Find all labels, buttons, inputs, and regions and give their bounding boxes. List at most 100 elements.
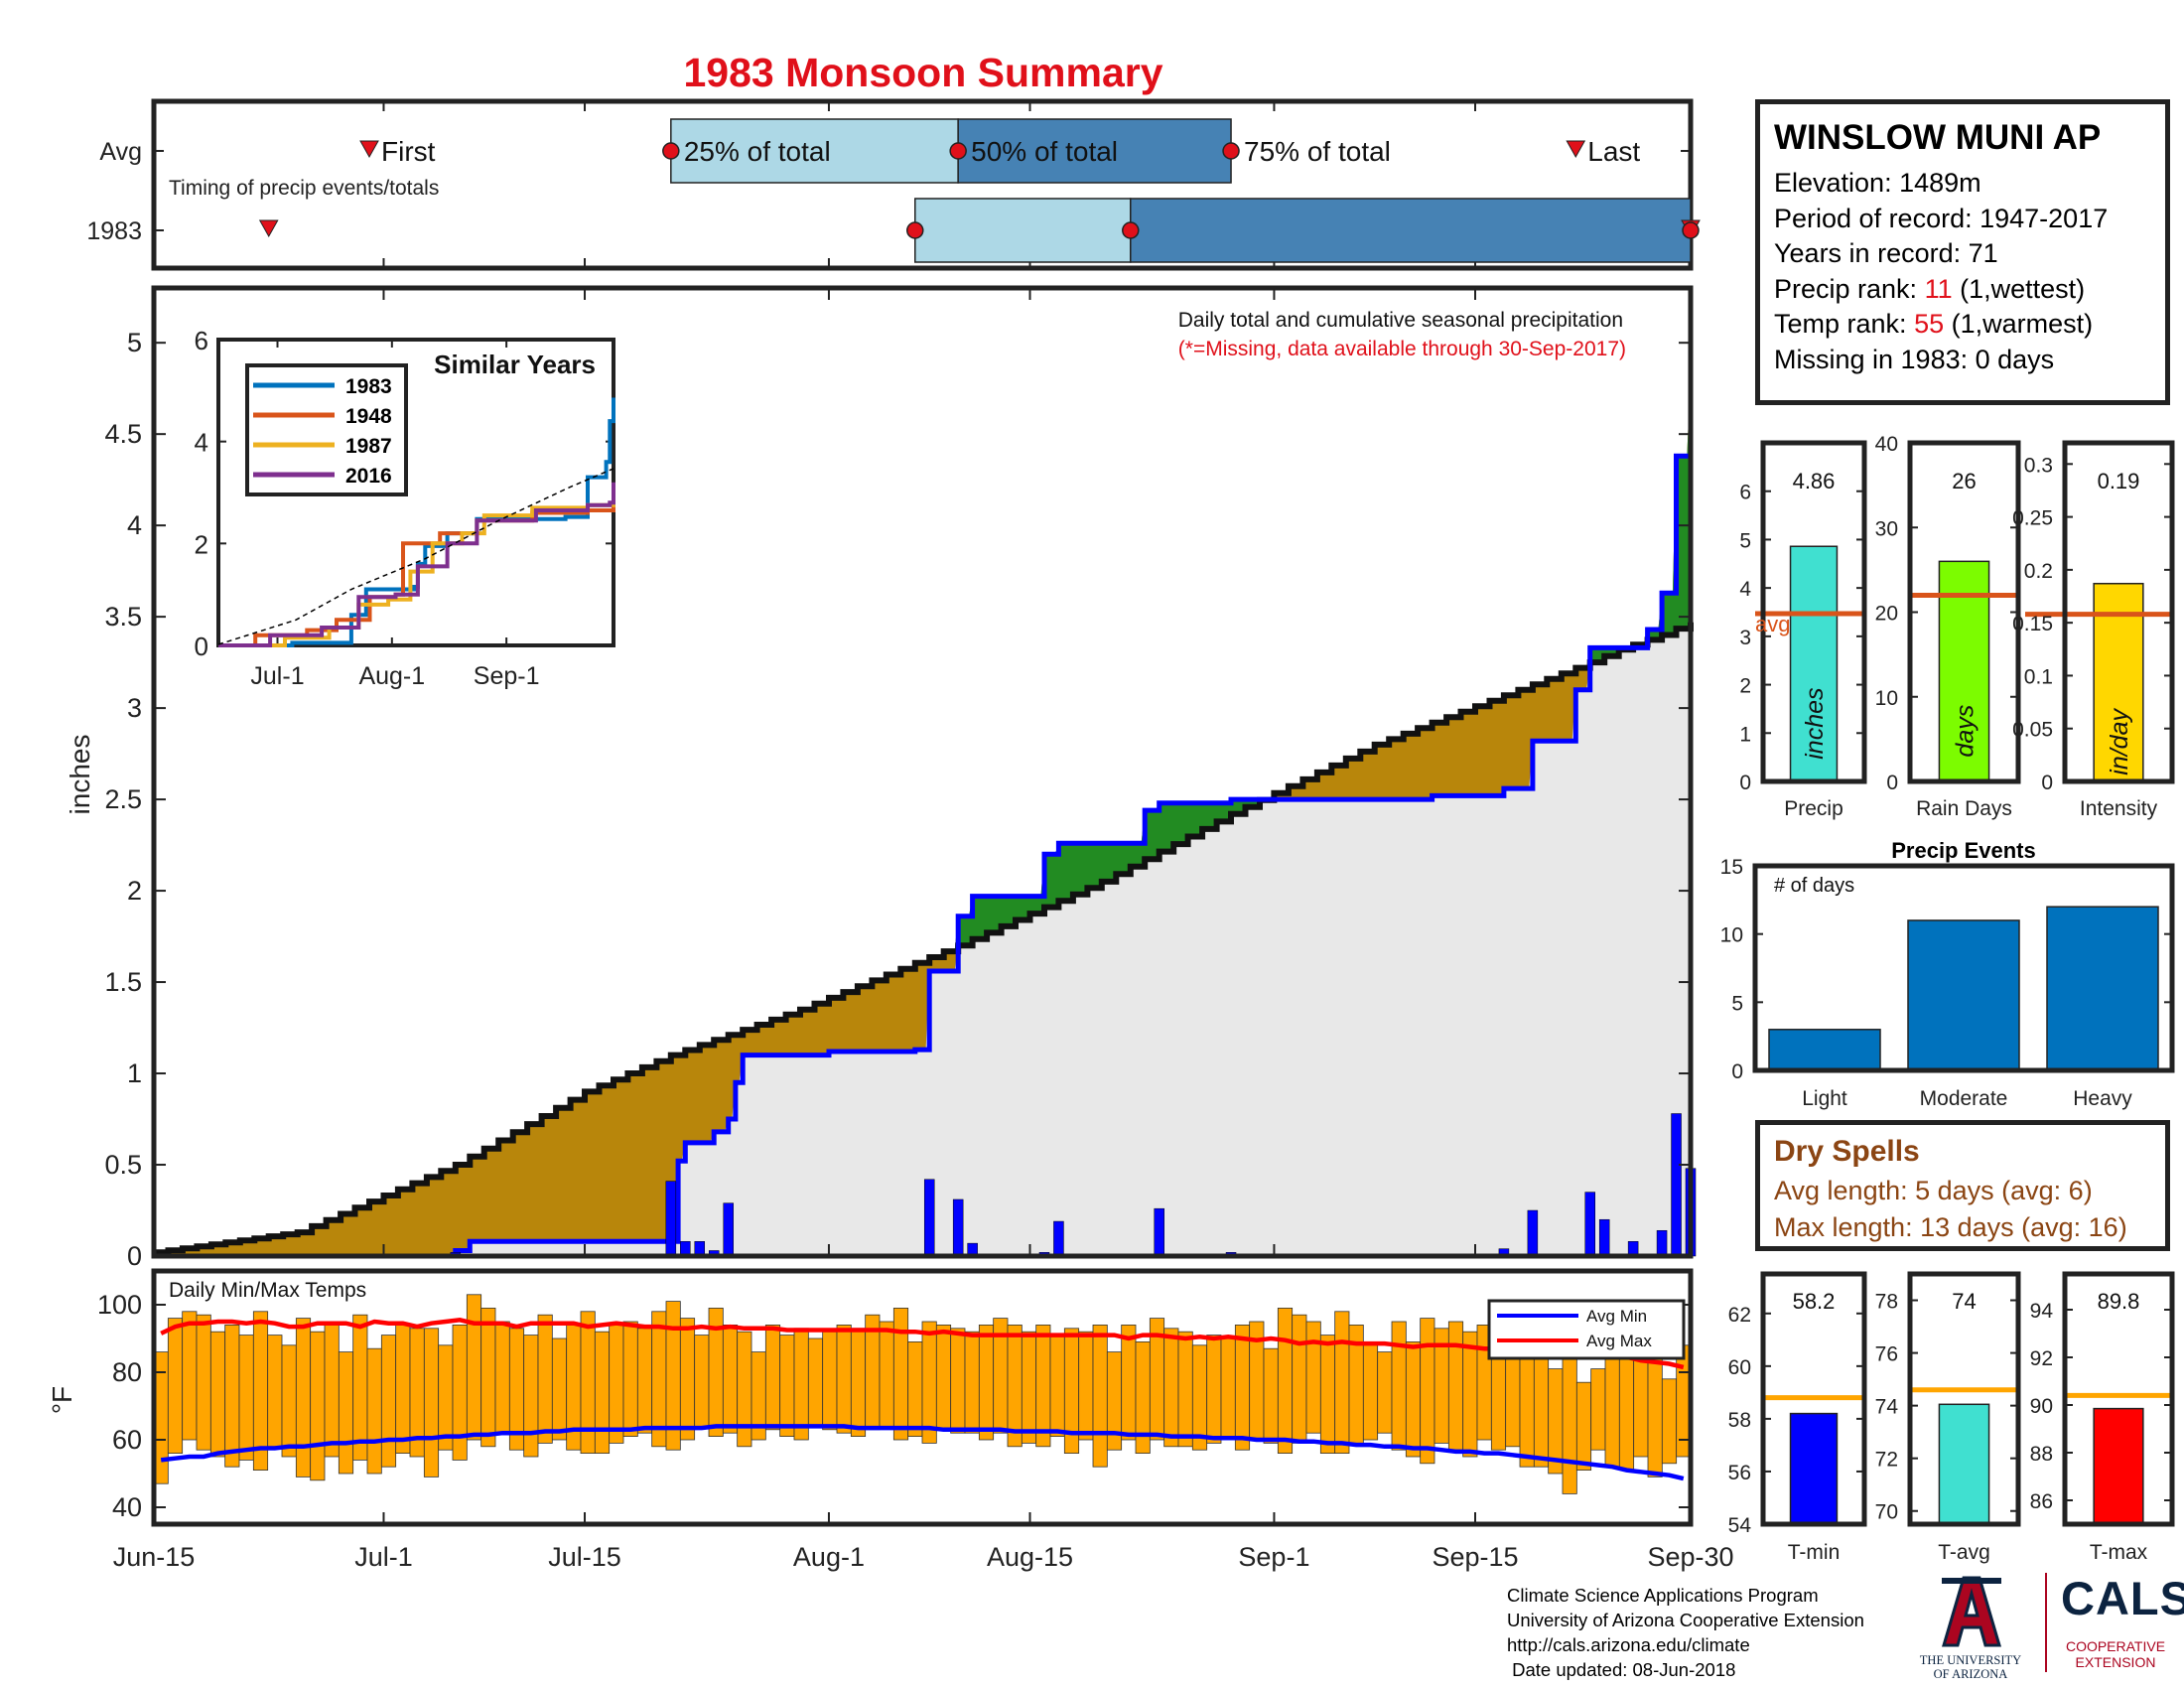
- events-bar-moderate: [1907, 919, 2020, 1071]
- daily-temp-bar: [352, 1314, 368, 1461]
- mini-y-tick-label: 3: [1739, 627, 1751, 649]
- date-x-tick-label: Jul-1: [354, 1542, 413, 1572]
- mini-chart-title: T-avg: [1938, 1541, 1990, 1564]
- mini-y-tick-label: 92: [2030, 1347, 2053, 1370]
- mini-y-tick-label: 72: [1875, 1449, 1898, 1472]
- daily-temp-bar: [366, 1347, 382, 1475]
- daily-temp-bar: [907, 1341, 923, 1438]
- timeline-p75-label: 75% of total: [1244, 136, 1391, 167]
- daily-precip-bar: [665, 1181, 677, 1257]
- daily-precip-bar: [1598, 1218, 1610, 1257]
- events-chart-frame: [1752, 863, 2175, 1073]
- timeline-box-25-50: [670, 118, 959, 184]
- temp-y-tick-label: 100: [97, 1290, 142, 1320]
- daily-temp-bar: [1234, 1325, 1251, 1451]
- precip-chart-note: (*=Missing, data available through 30-Se…: [1178, 338, 1626, 360]
- daily-temp-bar: [281, 1344, 297, 1458]
- timeline-box-50-75: [957, 118, 1232, 184]
- daily-temp-bar: [1049, 1335, 1065, 1437]
- mini-chart-title: T-max: [2090, 1541, 2148, 1564]
- daily-temp-bar: [295, 1318, 312, 1477]
- mini-y-tick-label: 86: [2030, 1490, 2053, 1513]
- precip-y-tick-label: 3.5: [104, 602, 142, 632]
- inset-series-line-1987: [218, 499, 615, 647]
- daily-temp-bar: [879, 1321, 894, 1427]
- inset-series-line-2016: [218, 482, 615, 647]
- mini-chart-bar-tmax: [2093, 1407, 2144, 1525]
- daily-precip-bar: [1527, 1209, 1539, 1257]
- mini-chart-value: 4.86: [1793, 469, 1836, 493]
- mini-y-tick-label: 0.1: [2024, 665, 2053, 688]
- mini-y-tick-label: 70: [1875, 1501, 1898, 1524]
- date-x-tick-label: Sep-1: [1238, 1542, 1309, 1572]
- mini-chart-title: T-min: [1788, 1541, 1841, 1564]
- daily-precip-bar: [1584, 1192, 1595, 1257]
- daily-temp-bar: [1519, 1344, 1535, 1468]
- mini-chart-bar-tavg: [1938, 1403, 1990, 1525]
- daily-temp-bar: [1647, 1344, 1663, 1477]
- daily-temp-bar: [1035, 1325, 1051, 1448]
- mini-chart-unit: in/day: [2106, 708, 2133, 775]
- daily-temp-bar: [1319, 1335, 1336, 1454]
- daily-temp-bar: [167, 1318, 184, 1454]
- mini-y-tick-label: 74: [1875, 1396, 1899, 1419]
- inset-title: Similar Years: [434, 350, 596, 379]
- mini-y-tick-label: 0.3: [2024, 454, 2053, 477]
- daily-temp-bar: [380, 1335, 397, 1468]
- daily-temp-bar: [950, 1328, 966, 1434]
- temp-panel-title: Daily Min/Max Temps: [169, 1279, 366, 1302]
- daily-temp-bar: [1447, 1321, 1464, 1451]
- daily-temp-bar: [822, 1331, 838, 1431]
- daily-temp-bar: [580, 1311, 596, 1455]
- avg-min-temp-line: [160, 1424, 1685, 1481]
- mini-y-tick-label: 5: [1739, 529, 1751, 552]
- mini-chart-title: Rain Days: [1916, 797, 2012, 820]
- daily-temp-bar: [892, 1308, 909, 1441]
- mini-chart-frame: [1760, 1271, 1867, 1527]
- timeline-p75-marker: [1682, 221, 1700, 239]
- daily-temp-bar: [267, 1335, 283, 1448]
- date-x-tick-label: Sep-30: [1647, 1542, 1733, 1572]
- daily-temp-bar: [1292, 1314, 1307, 1444]
- daily-temp-bar: [1618, 1351, 1635, 1471]
- mini-y-tick-label: 78: [1875, 1291, 1898, 1314]
- precip-base-fill: [154, 622, 1691, 1256]
- timeline-p25-label: 25% of total: [684, 136, 831, 167]
- daily-temp-bar: [1121, 1325, 1137, 1441]
- mini-y-tick-label: 0.15: [2012, 613, 2053, 635]
- mini-y-tick-label: 40: [1875, 433, 1898, 456]
- inset-legend-label: 1987: [345, 435, 392, 458]
- inset-x-tick-label: Aug-1: [358, 662, 425, 690]
- timeline-p50-marker: [1122, 221, 1140, 239]
- daily-precip-bar: [1656, 1229, 1668, 1257]
- daily-temp-bar: [807, 1337, 824, 1427]
- temp-y-tick-label: 80: [112, 1357, 142, 1387]
- daily-temp-bar: [1007, 1325, 1023, 1448]
- footer-line-3: http://cals.arizona.edu/climate: [1507, 1634, 1750, 1655]
- station-info-box: WINSLOW MUNI AP Elevation: 1489m Period …: [1755, 99, 2170, 405]
- daily-temp-bar: [978, 1325, 995, 1441]
- daily-temp-bar: [1163, 1328, 1179, 1448]
- precip-y-tick-label: 2.5: [104, 784, 142, 814]
- temp-legend-box: [1487, 1299, 1686, 1360]
- inset-avg-line: [217, 468, 614, 645]
- dry-spells-box: Dry Spells Avg length: 5 days (avg: 6) M…: [1755, 1120, 2170, 1251]
- events-ylabel: # of days: [1774, 875, 1854, 897]
- dry-spells-title: Dry Spells: [1774, 1135, 1920, 1168]
- mini-chart-value: 58.2: [1793, 1289, 1836, 1314]
- daily-temp-bar: [480, 1308, 496, 1448]
- mini-y-tick-label: 88: [2030, 1443, 2053, 1466]
- station-years: Years in record: 71: [1774, 238, 1998, 268]
- events-y-tick-label: 0: [1731, 1060, 1743, 1083]
- mini-y-tick-label: 1: [1739, 723, 1751, 746]
- temp-y-tick-label: 40: [112, 1492, 142, 1522]
- daily-temp-bar: [622, 1321, 638, 1437]
- mini-chart-value: 74: [1952, 1289, 1976, 1314]
- events-y-tick-label: 15: [1720, 856, 1743, 879]
- mini-chart-value: 26: [1952, 469, 1976, 493]
- mini-y-tick-label: 0.05: [2012, 719, 2053, 742]
- daily-temp-bar: [338, 1351, 354, 1475]
- inset-legend-label: 1983: [345, 375, 392, 398]
- daily-temp-bar: [523, 1335, 539, 1458]
